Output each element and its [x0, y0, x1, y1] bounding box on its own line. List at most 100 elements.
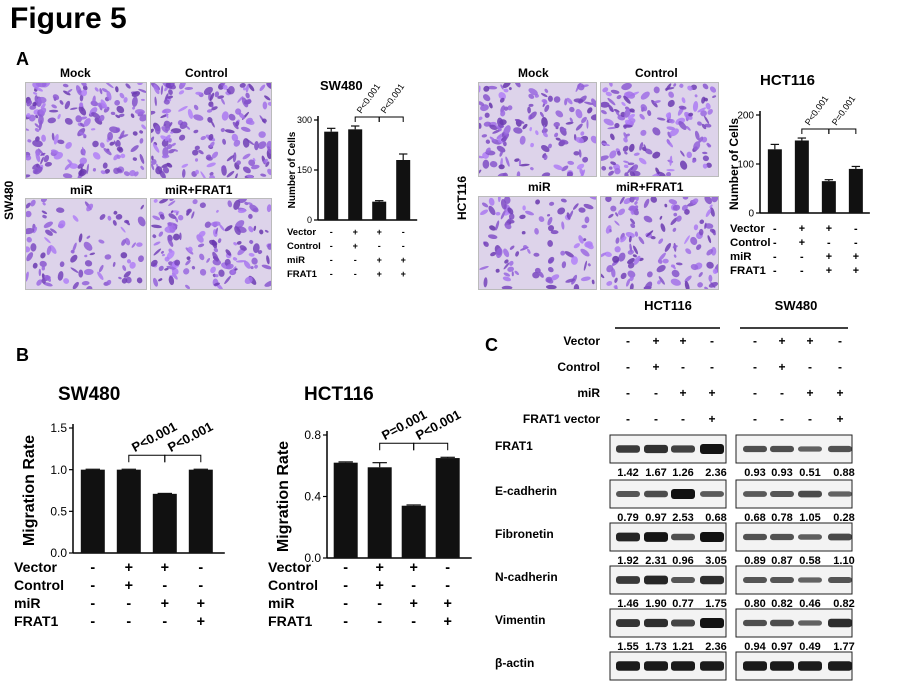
stained-cell [113, 210, 118, 215]
blot-band [700, 491, 724, 497]
stained-cell [704, 222, 707, 230]
stained-cell [686, 125, 691, 131]
stained-cell [697, 282, 703, 288]
condition-mark: - [330, 241, 333, 251]
blot-band [798, 446, 822, 452]
treatment-label: FRAT1 vector [523, 412, 600, 426]
stained-cell [191, 265, 196, 270]
stained-cell [234, 220, 245, 229]
stained-cell [171, 142, 176, 147]
stained-cell [259, 84, 266, 92]
hct116-image-label-mir-frat1: miR+FRAT1 [616, 180, 684, 194]
stained-cell [584, 101, 594, 105]
stained-cell [503, 272, 511, 277]
stained-cell [263, 158, 268, 164]
stained-cell [570, 256, 578, 265]
stained-cell [709, 228, 716, 234]
stained-cell [617, 208, 626, 216]
stained-cell [248, 83, 255, 92]
stained-cell [633, 245, 639, 255]
stained-cell [613, 109, 620, 113]
stained-cell [42, 202, 46, 206]
stained-cell [265, 161, 270, 167]
stained-cell [233, 242, 238, 246]
stained-cell [203, 86, 213, 96]
stained-cell [589, 197, 596, 200]
condition-mark: + [161, 560, 169, 576]
stained-cell [158, 278, 163, 282]
condition-mark: - [411, 578, 416, 594]
stained-cell [39, 107, 47, 115]
stained-cell [63, 278, 70, 284]
stained-cell [116, 139, 121, 147]
stained-cell [184, 86, 194, 90]
condition-label: Control [14, 577, 64, 593]
stained-cell [573, 98, 584, 103]
treatment-mark: - [626, 334, 630, 348]
condition-mark: + [161, 596, 169, 612]
stained-cell [656, 117, 666, 121]
stained-cell [247, 202, 253, 206]
bar [396, 160, 411, 220]
stained-cell [575, 137, 584, 144]
stained-cell [480, 209, 489, 216]
sw480-image-label-control: Control [185, 66, 228, 80]
stained-cell [489, 161, 498, 168]
stained-cell [582, 238, 587, 242]
chart-title: SW480 [320, 78, 363, 93]
stained-cell [248, 159, 256, 167]
stained-cell [138, 255, 144, 263]
bar [367, 467, 392, 558]
stained-cell [64, 117, 73, 125]
stained-cell [251, 257, 258, 265]
stained-cell [555, 137, 561, 141]
stained-cell [507, 207, 514, 215]
stained-cell [583, 260, 588, 271]
stained-cell [566, 171, 573, 176]
stained-cell [132, 157, 137, 161]
treatment-mark: + [836, 412, 843, 426]
blot-band [644, 661, 668, 671]
stained-cell [673, 254, 677, 258]
stained-cell [511, 271, 514, 277]
stained-cell [158, 231, 164, 237]
stained-cell [670, 264, 676, 268]
stained-cell [138, 88, 146, 93]
stained-cell [209, 239, 218, 246]
stained-cell [572, 203, 579, 210]
blot-band [770, 619, 794, 627]
stained-cell [553, 121, 560, 128]
stained-cell [626, 133, 630, 137]
stained-cell [610, 205, 617, 212]
stained-cell [653, 86, 660, 94]
stained-cell [170, 210, 174, 214]
stained-cell [567, 160, 575, 165]
stained-cell [195, 91, 202, 95]
condition-mark: - [377, 614, 382, 630]
stained-cell [485, 139, 491, 144]
stained-cell [33, 92, 38, 95]
stained-cell [224, 129, 235, 134]
stained-cell [37, 96, 47, 104]
significance-label: P<0.001 [379, 82, 407, 115]
stained-cell [26, 127, 30, 131]
stained-cell [242, 166, 251, 174]
blot-band [770, 445, 794, 453]
stained-cell [42, 214, 47, 219]
condition-label: Control [730, 237, 771, 249]
stained-cell [162, 146, 169, 158]
stained-cell [233, 139, 241, 147]
sw480-image-label-mir: miR [70, 183, 93, 197]
stained-cell [697, 107, 707, 113]
stained-cell [206, 109, 213, 113]
band-quantification: 1.73 [645, 641, 666, 653]
stained-cell [151, 136, 155, 144]
stained-cell [583, 203, 594, 210]
stained-cell [153, 241, 161, 246]
stained-cell [242, 138, 250, 148]
stained-cell [26, 252, 34, 262]
stained-cell [100, 99, 108, 109]
stained-cell [199, 253, 205, 261]
stained-cell [163, 99, 170, 105]
stained-cell [673, 212, 678, 217]
